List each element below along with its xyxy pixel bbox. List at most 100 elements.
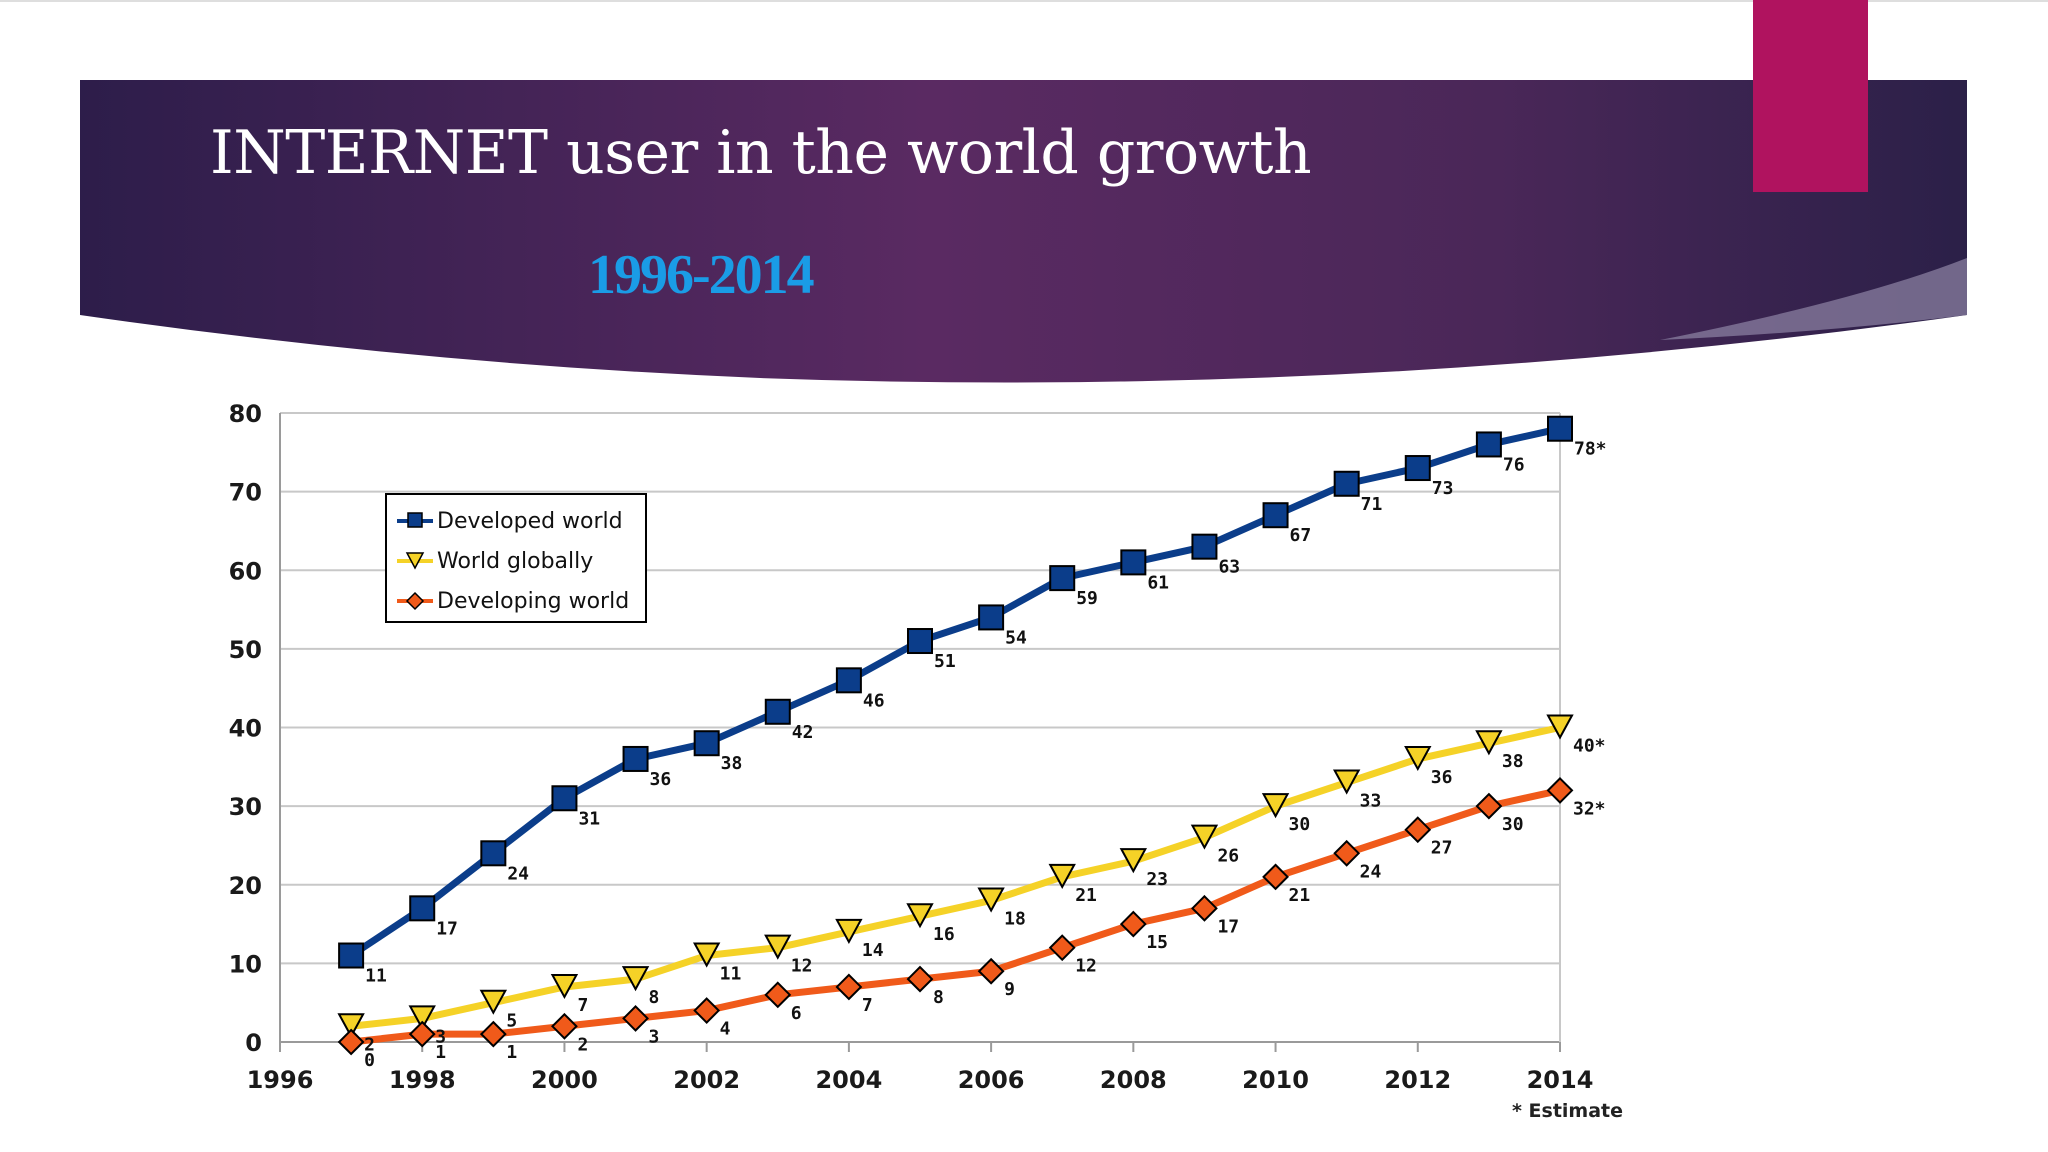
data-label: 38 [1502,751,1524,772]
y-tick-label: 20 [229,872,262,900]
data-label: 0 [364,1050,375,1071]
data-label: 17 [1217,916,1239,937]
data-label: 5 [506,1011,517,1032]
x-tick-label: 2010 [1242,1066,1309,1094]
data-point [1333,470,1360,497]
data-label: 63 [1218,557,1240,578]
data-label: 3 [649,1026,660,1047]
data-point [764,698,791,725]
diamond-marker-icon [397,591,433,611]
x-tick-label: 2000 [531,1066,598,1094]
data-point [1332,769,1361,795]
data-label: 59 [1076,588,1098,609]
data-label: 21 [1075,885,1097,906]
data-label: 73 [1432,478,1454,499]
data-label: 36 [1431,767,1453,788]
data-point [977,957,1005,985]
data-point [906,903,934,929]
data-point [480,840,507,867]
data-label: 12 [1075,956,1097,977]
data-label: 46 [863,690,885,711]
estimate-note: * Estimate [1512,1100,1624,1122]
data-label: 32* [1573,798,1606,819]
data-point [1261,793,1290,819]
data-point [1546,776,1574,804]
data-label: 15 [1146,932,1168,953]
x-tick-label: 1996 [247,1066,314,1094]
data-label: 8 [649,987,660,1008]
data-point [337,1028,365,1056]
data-point [1262,502,1289,529]
y-tick-label: 0 [245,1029,262,1057]
y-tick-label: 30 [229,793,262,821]
data-point [1119,910,1147,938]
data-label: 8 [933,987,944,1008]
data-label: 26 [1217,846,1239,867]
data-point [1404,745,1432,772]
data-point [764,981,792,1009]
y-tick-label: 60 [229,557,262,585]
data-label: 9 [1004,979,1015,1000]
data-label: 51 [934,651,956,672]
data-label: 67 [1290,525,1312,546]
chart-legend: Developed world World globally Developin… [385,493,647,623]
data-label: 42 [792,722,814,743]
data-label: 36 [650,769,672,790]
data-point [408,1005,436,1031]
data-point [907,628,933,655]
data-point [1404,816,1432,844]
data-label: 18 [1004,908,1026,929]
data-label: 31 [578,808,600,829]
x-tick-label: 2008 [1100,1066,1167,1094]
data-point [1475,792,1503,820]
data-label: 71 [1361,494,1383,515]
legend-label: Developed world [437,508,623,534]
data-point [1190,824,1219,850]
data-label: 78* [1574,439,1607,460]
data-point [1475,431,1502,458]
data-point [1191,894,1218,922]
data-label: 1 [506,1042,517,1063]
slide-subtitle: 1996-2014 [588,244,815,306]
data-point [693,730,720,757]
x-tick-label: 2004 [815,1066,882,1094]
legend-item-world-globally: World globally [395,547,593,575]
data-label: 7 [577,995,588,1016]
data-point [835,918,863,945]
y-tick-label: 80 [229,400,262,428]
data-label: 6 [791,1003,802,1024]
data-label: 38 [721,753,743,774]
data-label: 2 [364,1034,375,1055]
triangle-down-marker-icon [397,552,433,570]
data-point [906,965,934,993]
y-tick-label: 70 [229,479,262,507]
data-point [479,1020,507,1048]
legend-item-developed-world: Developed world [395,507,623,535]
x-tick-label: 2002 [673,1066,740,1094]
data-point [1049,565,1076,592]
data-label: 76 [1503,454,1525,475]
data-point [1333,839,1361,867]
data-point [409,895,436,922]
data-label: 21 [1289,885,1311,906]
data-label: 27 [1431,838,1453,859]
data-point [338,942,365,969]
data-label: 33 [1360,791,1382,812]
data-point [622,1004,649,1032]
data-label: 14 [862,940,884,961]
top-rule [0,0,2048,2]
data-point [764,934,792,960]
data-point [835,973,863,1001]
data-point [1048,934,1076,962]
data-label: 17 [436,918,458,939]
square-marker-icon [397,512,433,528]
data-point [978,604,1005,631]
data-label: 54 [1005,627,1027,648]
data-point [1404,455,1431,482]
data-label: 24 [1360,861,1382,882]
data-point [622,745,649,772]
data-label: 2 [577,1034,588,1055]
data-label: 12 [791,956,813,977]
data-point [551,1012,578,1040]
